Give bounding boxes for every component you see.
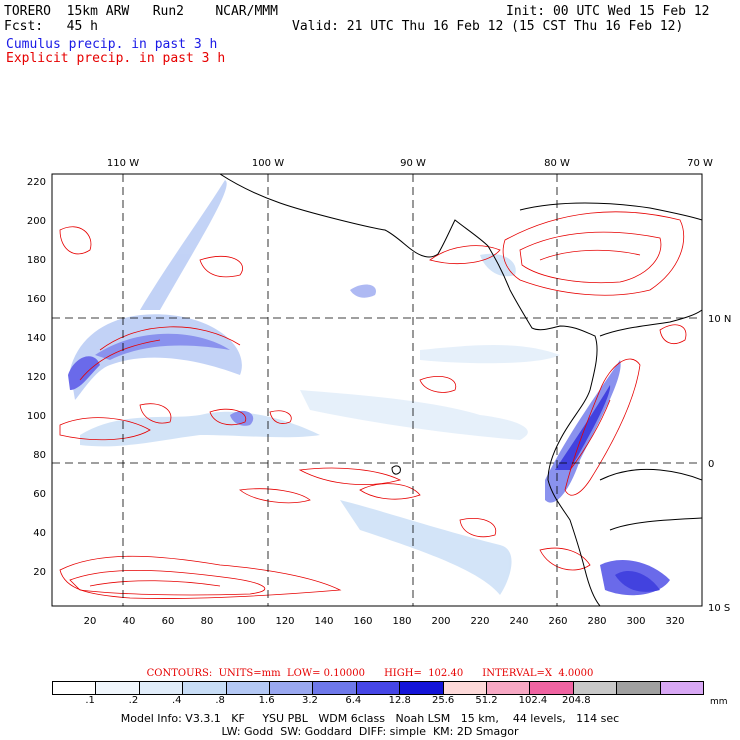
x-tick: 80 — [201, 616, 214, 627]
y-tick: 220 — [27, 177, 46, 188]
x-tick: 280 — [587, 616, 606, 627]
colorbar-swatch — [443, 682, 488, 694]
y-tick: 160 — [27, 294, 46, 305]
lon-label: 70 W — [687, 158, 713, 169]
x-tick: 260 — [548, 616, 567, 627]
x-index-ticks: 20 40 60 80 100 120 140 160 180 200 220 … — [84, 616, 685, 627]
colorbar-swatch — [313, 682, 357, 694]
lon-label: 80 W — [544, 158, 570, 169]
lon-label: 100 W — [252, 158, 284, 169]
colorbar-swatch — [270, 682, 314, 694]
colorbar-swatch — [139, 682, 184, 694]
colorbar — [52, 681, 704, 695]
map-frame — [51, 173, 703, 607]
lat-lon-grid — [52, 174, 702, 606]
colorbar-label: 204.8 — [562, 695, 591, 706]
colorbar-label: .4 — [172, 695, 182, 706]
forecast-hour: Fcst: 45 h — [4, 19, 98, 34]
colorbar-swatch — [356, 682, 401, 694]
y-tick: 100 — [27, 411, 46, 422]
x-tick: 40 — [123, 616, 136, 627]
explicit-precip-label: Explicit precip. in past 3 h — [6, 51, 226, 66]
colorbar-label: .2 — [128, 695, 139, 706]
lat-label: 10 N — [708, 314, 731, 325]
y-tick: 140 — [27, 333, 46, 344]
valid-time: Valid: 21 UTC Thu 16 Feb 12 (15 CST Thu … — [292, 19, 684, 34]
colorbar-swatch — [96, 682, 140, 694]
colorbar-label: 51.2 — [475, 695, 498, 706]
physics-info: LW: Godd SW: Goddard DIFF: simple KM: 2D… — [221, 725, 519, 738]
colorbar-label: 25.6 — [432, 695, 455, 706]
y-tick: 200 — [27, 216, 46, 227]
x-tick: 60 — [162, 616, 175, 627]
x-tick: 100 — [236, 616, 255, 627]
colorbar-swatch — [226, 682, 271, 694]
x-tick: 160 — [353, 616, 372, 627]
colorbar-label: 3.2 — [302, 695, 318, 706]
y-index-ticks: 220 200 180 160 140 120 100 80 60 40 20 — [27, 177, 46, 578]
lon-label: 110 W — [107, 158, 139, 169]
explicit-precip-contours — [59, 211, 687, 599]
longitude-labels: 110 W 100 W 90 W 80 W 70 W — [107, 158, 713, 169]
y-tick: 40 — [33, 528, 46, 539]
colorbar-swatch — [53, 682, 97, 694]
x-tick: 200 — [431, 616, 450, 627]
contour-info: CONTOURS: UNITS=mm LOW= 0.10000 HIGH= 10… — [146, 668, 594, 679]
cumulus-precip-label: Cumulus precip. in past 3 h — [6, 37, 218, 52]
colorbar-swatch — [400, 682, 444, 694]
x-tick: 180 — [392, 616, 411, 627]
colorbar-label: 12.8 — [388, 695, 411, 706]
colorbar-swatch — [487, 682, 531, 694]
x-tick: 20 — [84, 616, 97, 627]
colorbar-swatch — [530, 682, 574, 694]
lon-label: 90 W — [400, 158, 426, 169]
x-tick: 140 — [314, 616, 333, 627]
colorbar-unit: mm — [710, 697, 728, 707]
precip-map: 110 W 100 W 90 W 80 W 70 W 10 N 0 10 S 2… — [27, 158, 731, 627]
model-title: TORERO 15km ARW Run2 NCAR/MMM — [4, 4, 278, 19]
y-tick: 80 — [33, 450, 46, 461]
colorbar-label: 6.4 — [345, 695, 362, 706]
x-tick: 120 — [275, 616, 294, 627]
x-tick: 320 — [665, 616, 684, 627]
colorbar-label: .1 — [85, 695, 95, 706]
colorbar-swatch — [660, 682, 704, 694]
colorbar-swatch — [617, 682, 661, 694]
coastlines — [219, 174, 702, 606]
y-tick: 60 — [33, 489, 46, 500]
colorbar-swatch — [573, 682, 618, 694]
x-tick: 300 — [626, 616, 645, 627]
y-tick: 20 — [33, 567, 46, 578]
colorbar-label: .8 — [215, 695, 225, 706]
init-time: Init: 00 UTC Wed 15 Feb 12 — [506, 4, 710, 19]
lat-label: 0 — [708, 459, 714, 470]
colorbar-label: 102.4 — [518, 695, 548, 706]
colorbar-label: 1.6 — [258, 695, 275, 706]
colorbar-swatch — [183, 682, 227, 694]
y-tick: 120 — [27, 372, 46, 383]
model-info: Model Info: V3.3.1 KF YSU PBL WDM 6class… — [120, 712, 620, 725]
cumulus-precip-areas — [68, 180, 670, 596]
y-tick: 180 — [27, 255, 46, 266]
x-tick: 220 — [470, 616, 489, 627]
lat-label: 10 S — [708, 603, 730, 614]
x-tick: 240 — [509, 616, 528, 627]
latitude-labels: 10 N 0 10 S — [708, 314, 731, 614]
